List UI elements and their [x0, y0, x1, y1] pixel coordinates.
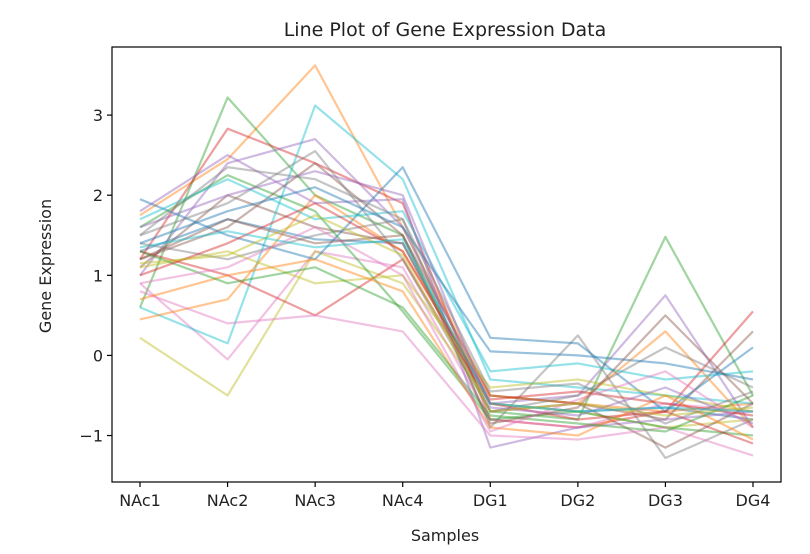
- series-line-22: [139, 250, 754, 433]
- x-tick-label: NAc4: [382, 491, 424, 510]
- series-line-20: [139, 186, 754, 381]
- series-line-2: [138, 96, 754, 421]
- x-tick-label: DG4: [736, 491, 771, 510]
- series-line-29: [139, 230, 754, 413]
- series-line-27: [139, 166, 754, 425]
- x-tick-label: NAc1: [119, 491, 161, 510]
- series-line-15: [139, 162, 754, 449]
- series-line-21: [139, 258, 754, 441]
- series-line-18: [139, 250, 754, 413]
- series-line-25: [139, 218, 754, 425]
- series-line-1: [139, 64, 754, 413]
- series-line-13: [139, 250, 754, 445]
- y-tick-label: 0: [93, 346, 103, 365]
- series-line-17: [139, 150, 754, 413]
- x-tick-label: DG1: [473, 491, 508, 510]
- series-line-11: [139, 194, 754, 429]
- y-tick-label: 2: [93, 186, 103, 205]
- x-axis: NAc1 NAc2 NAc3 NAc4 DG1 DG2 DG3 DG4: [119, 482, 770, 510]
- series-line-24: [139, 170, 754, 425]
- series-line-4: [139, 138, 754, 429]
- series-line-9: [139, 104, 754, 405]
- y-tick-label: 1: [93, 266, 103, 285]
- series-line-6: [139, 250, 754, 429]
- y-tick-label: −1: [79, 427, 103, 446]
- series-line-28: [139, 214, 754, 417]
- series-line-19: [139, 178, 754, 381]
- series-line-12: [139, 174, 754, 437]
- series-line-16: [139, 290, 754, 457]
- series-line-23: [139, 202, 754, 417]
- chart-title: Line Plot of Gene Expression Data: [284, 19, 607, 41]
- series-line-10: [139, 166, 754, 413]
- series-line-3: [139, 127, 754, 429]
- series-line-5: [139, 194, 754, 421]
- x-tick-label: DG3: [648, 491, 683, 510]
- x-tick-label: NAc2: [207, 491, 249, 510]
- series-line-8: [139, 250, 754, 429]
- series-line-26: [139, 226, 754, 433]
- x-axis-label: Samples: [411, 526, 479, 545]
- series-line-14: [139, 154, 754, 449]
- y-axis: −1 0 1 2 3: [79, 106, 112, 446]
- series-layer: [138, 64, 754, 460]
- y-axis-label: Gene Expression: [36, 199, 55, 333]
- x-tick-label: DG2: [560, 491, 595, 510]
- y-tick-label: 3: [93, 106, 103, 125]
- series-line-0: [139, 218, 754, 421]
- series-line-7: [139, 218, 754, 460]
- plot-frame: [111, 46, 782, 483]
- x-tick-label: NAc3: [294, 491, 336, 510]
